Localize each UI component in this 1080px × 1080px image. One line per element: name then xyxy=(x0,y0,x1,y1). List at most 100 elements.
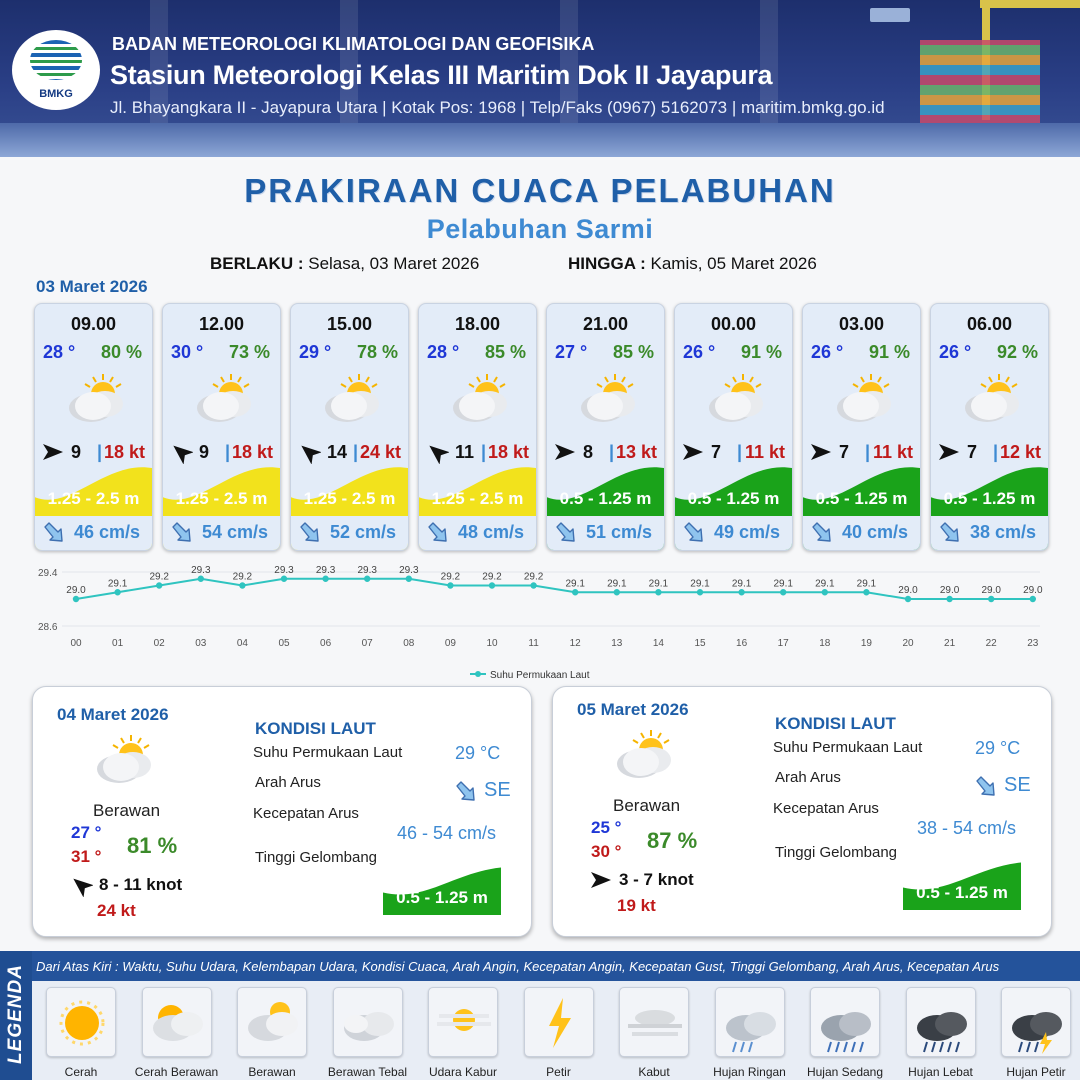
legend-description-bar: Dari Atas Kiri : Waktu, Suhu Udara, Kele… xyxy=(32,951,1080,981)
sst-point xyxy=(364,575,371,582)
sst-data-label: 29.0 xyxy=(1023,585,1043,596)
cloud-sun-icon xyxy=(611,726,677,787)
y-tick-label: 29.4 xyxy=(38,568,58,579)
legend-swatch-dot xyxy=(475,671,481,677)
wind-direction-icon xyxy=(169,440,194,465)
wind-separator: | xyxy=(481,442,487,462)
sst-data-label: 29.2 xyxy=(524,572,544,583)
banner-decoration xyxy=(150,0,168,157)
current-speed: 46 cm/s xyxy=(73,522,140,542)
day-panel-04: 04 Maret 2026 Berawan 27 ° 31 ° 81 % 8 - 11 k… xyxy=(32,686,532,937)
chart-legend-label: Suhu Permukaan Laut xyxy=(490,670,590,681)
current-speed: 48 cm/s xyxy=(457,522,524,542)
moderate-rain-icon xyxy=(810,987,880,1057)
humidity: 78 % xyxy=(356,342,398,362)
bmkg-logo-text: BMKG xyxy=(39,88,73,100)
sst-point xyxy=(322,575,329,582)
valid-to-label: HINGGA : xyxy=(568,254,646,273)
wave-height-value: 0.5 - 1.25 m xyxy=(396,888,488,907)
x-tick-label: 21 xyxy=(944,638,956,649)
wind-direction-icon xyxy=(553,440,577,464)
sst-data-label: 29.3 xyxy=(274,565,294,576)
sst-data-label: 29.1 xyxy=(690,578,710,589)
current-direction-icon xyxy=(973,774,999,805)
wave-height: 0.5 - 1.25 m xyxy=(815,489,908,508)
lightning-icon xyxy=(523,987,594,1057)
legend-item-label: Hujan Petir xyxy=(1006,1065,1066,1079)
banner-decoration xyxy=(560,0,578,157)
sst-point xyxy=(72,595,80,603)
legend-item-label: Berawan Tebal xyxy=(327,1065,408,1079)
humidity: 80 % xyxy=(100,342,142,362)
gust-speed: 18 kt xyxy=(103,442,145,462)
forecast-time: 09.00 xyxy=(70,314,117,334)
sea-condition-title: KONDISI LAUT xyxy=(255,719,376,738)
humidity: 87 % xyxy=(647,828,698,853)
wave-height: 1.25 - 2.5 m xyxy=(47,489,140,508)
humidity: 92 % xyxy=(996,342,1038,362)
sst-point xyxy=(696,589,704,596)
forecast-time: 12.00 xyxy=(198,314,245,334)
wind-speed-range: 8 - 11 knot xyxy=(99,875,183,894)
sst-point xyxy=(738,589,745,596)
cerah-berawan-icon xyxy=(63,370,129,426)
legend-item: Hujan Ringan xyxy=(713,987,786,1079)
legend-item: Petir xyxy=(523,987,594,1079)
wind-separator: | xyxy=(97,442,103,462)
ship-illustration xyxy=(870,8,910,22)
light-rain-icon xyxy=(714,987,785,1057)
current-speed: 40 cm/s xyxy=(841,522,908,542)
wave-height-label: Tinggi Gelombang xyxy=(255,849,378,866)
current-direction-icon xyxy=(681,520,707,546)
wind-direction-icon xyxy=(809,440,833,464)
wind-speed: 7 xyxy=(839,442,850,462)
humidity: 81 % xyxy=(127,833,178,858)
x-tick-label: 06 xyxy=(320,638,332,649)
sst-point xyxy=(946,595,953,603)
wind-speed: 9 xyxy=(71,442,82,462)
wind-separator: | xyxy=(353,442,359,462)
wind-direction-icon xyxy=(297,440,322,465)
forecast-card: 03.00 26 ° 91 % 7 | 11 kt 0.5 - 1.25 m 40 cm/s xyxy=(802,303,921,551)
legend-item-label: Hujan Sedang xyxy=(806,1065,884,1079)
air-temperature: 28 ° xyxy=(43,342,76,362)
sst-data-label: 29.3 xyxy=(399,565,419,576)
sst-chart: 29.4 28.6 29.0 00 29.1 01 29.2 02 29.3 03 29.2 04 29… xyxy=(30,560,1050,685)
wave-height-box: 0.5 - 1.25 m xyxy=(383,865,501,915)
current-direction-icon xyxy=(453,779,479,810)
sst-data-label: 29.2 xyxy=(441,572,461,583)
sst-point xyxy=(197,575,204,582)
air-temperature: 26 ° xyxy=(683,342,716,362)
sst-point xyxy=(447,582,454,589)
day1-date: 03 Maret 2026 xyxy=(36,277,148,296)
sst-point xyxy=(863,589,870,596)
panel-date: 04 Maret 2026 xyxy=(57,705,169,724)
gust-speed: 11 kt xyxy=(744,442,785,462)
sst-point xyxy=(280,575,288,582)
current-speed-label: Kecepatan Arus xyxy=(253,805,359,822)
legend-item: Udara Kabur xyxy=(428,987,498,1079)
humidity: 85 % xyxy=(612,342,654,362)
org-name: BADAN METEOROLOGI KLIMATOLOGI DAN GEOFIS… xyxy=(112,34,595,54)
x-tick-label: 04 xyxy=(237,638,249,649)
forecast-time: 06.00 xyxy=(966,314,1013,334)
legend-item: Hujan Petir xyxy=(1001,987,1071,1079)
sst-data-label: 29.0 xyxy=(940,585,960,596)
x-tick-label: 11 xyxy=(528,638,539,649)
sst-point xyxy=(530,582,537,589)
bmkg-logo-emblem xyxy=(30,40,82,80)
sst-value: 29 °C xyxy=(455,743,501,763)
wind-direction-icon xyxy=(589,868,611,890)
sst-data-label: 29.2 xyxy=(149,572,169,583)
wind-row: 14 | 24 kt xyxy=(297,440,405,465)
sst-point xyxy=(655,589,662,596)
sst-data-label: 29.1 xyxy=(857,578,877,589)
legend-item-label: Kabut xyxy=(638,1065,670,1079)
air-temperature: 26 ° xyxy=(939,342,972,362)
sun-icon xyxy=(46,987,116,1057)
wind-speed: 11 xyxy=(455,442,475,462)
sst-data-label: 29.2 xyxy=(233,572,253,583)
gust-speed: 11 kt xyxy=(872,442,913,462)
legend-side: LEGENDA xyxy=(0,951,32,1080)
sea-condition-title: KONDISI LAUT xyxy=(775,714,896,733)
